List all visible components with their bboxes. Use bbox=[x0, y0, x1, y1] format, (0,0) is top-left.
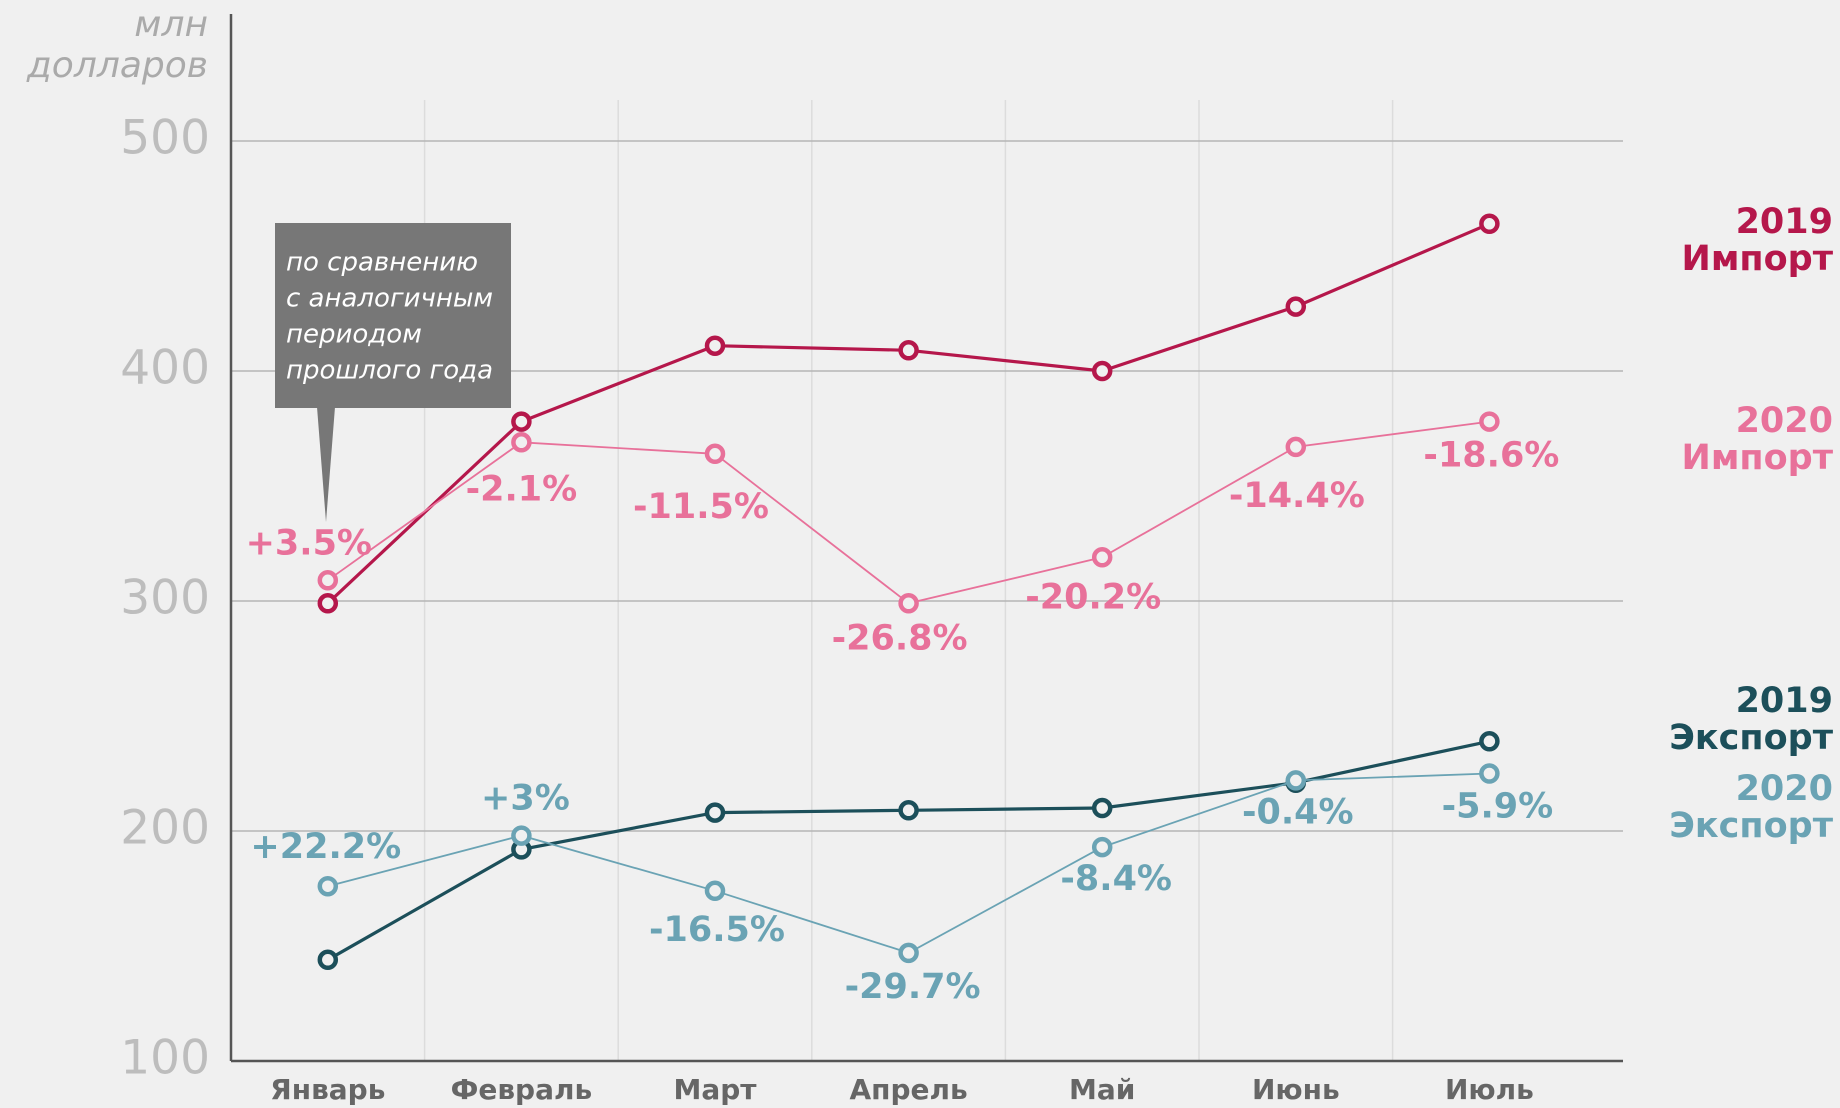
point bbox=[898, 593, 919, 614]
point bbox=[898, 942, 919, 964]
y-tick-label: 400 bbox=[120, 341, 210, 396]
change-label: -20.2% bbox=[1025, 577, 1161, 617]
point bbox=[898, 800, 919, 821]
point bbox=[1479, 213, 1500, 235]
change-label: -18.6% bbox=[1423, 436, 1559, 476]
change-label: -14.4% bbox=[1229, 476, 1365, 516]
annotation-box: по сравнению с аналогичным периодом прошлог… bbox=[275, 223, 511, 522]
change-label: -2.1% bbox=[466, 469, 578, 509]
legend-label: 2019 Экспорт bbox=[1669, 681, 1833, 758]
point bbox=[1479, 731, 1500, 752]
change-label: -16.5% bbox=[649, 910, 785, 950]
x-tick-label: Июнь bbox=[1252, 1073, 1340, 1106]
point bbox=[511, 411, 532, 432]
annotation-text: по сравнению bbox=[286, 248, 478, 278]
point bbox=[704, 802, 726, 823]
annotation-text: периодом bbox=[286, 320, 422, 350]
point bbox=[898, 340, 919, 361]
x-tick-label: Май bbox=[1069, 1073, 1135, 1106]
change-label: -11.5% bbox=[633, 487, 769, 527]
point bbox=[704, 335, 726, 356]
y-axis-label: долларов bbox=[26, 45, 208, 86]
y-tick-label: 100 bbox=[120, 1031, 210, 1086]
x-tick-label: Июль bbox=[1445, 1073, 1534, 1106]
y-axis-label: млн bbox=[134, 4, 208, 45]
change-label: +22.2% bbox=[250, 827, 401, 867]
change-label: +3% bbox=[481, 779, 570, 819]
point bbox=[317, 593, 339, 614]
point bbox=[511, 432, 532, 453]
annotation-text: прошлого года bbox=[286, 356, 493, 386]
change-label: -26.8% bbox=[832, 618, 968, 658]
legend-label: 2019 Импорт bbox=[1682, 202, 1834, 279]
point bbox=[1479, 411, 1500, 432]
point bbox=[1091, 836, 1113, 858]
change-label: +3.5% bbox=[246, 523, 372, 563]
change-label: -8.4% bbox=[1060, 859, 1172, 899]
y-tick-label: 200 bbox=[120, 801, 210, 856]
point bbox=[511, 825, 532, 846]
x-tick-label: Февраль bbox=[451, 1073, 593, 1106]
change-label: -29.7% bbox=[845, 967, 981, 1007]
y-tick-label: 300 bbox=[120, 571, 210, 626]
legend-label: 2020 Импорт bbox=[1682, 401, 1834, 478]
point bbox=[1285, 770, 1307, 791]
annotation-pointer bbox=[317, 407, 335, 522]
legend-label: 2020 Экспорт bbox=[1669, 769, 1833, 846]
point bbox=[1479, 763, 1500, 784]
x-tick-label: Март bbox=[673, 1073, 757, 1106]
point bbox=[317, 875, 339, 897]
y-tick-label: 500 bbox=[120, 111, 210, 166]
change-label: -5.9% bbox=[1442, 787, 1554, 827]
annotation-rect bbox=[275, 223, 511, 408]
point bbox=[1091, 797, 1113, 819]
point bbox=[1285, 436, 1307, 458]
point bbox=[1091, 547, 1113, 568]
point bbox=[317, 570, 339, 591]
point bbox=[1285, 296, 1307, 317]
point bbox=[704, 880, 726, 902]
x-tick-label: Январь bbox=[270, 1073, 385, 1106]
change-label: -0.4% bbox=[1242, 792, 1354, 832]
point bbox=[317, 949, 339, 971]
point bbox=[1091, 360, 1113, 382]
x-tick-label: Апрель bbox=[849, 1073, 967, 1106]
point bbox=[704, 443, 726, 465]
annotation-text: с аналогичным bbox=[286, 284, 493, 314]
